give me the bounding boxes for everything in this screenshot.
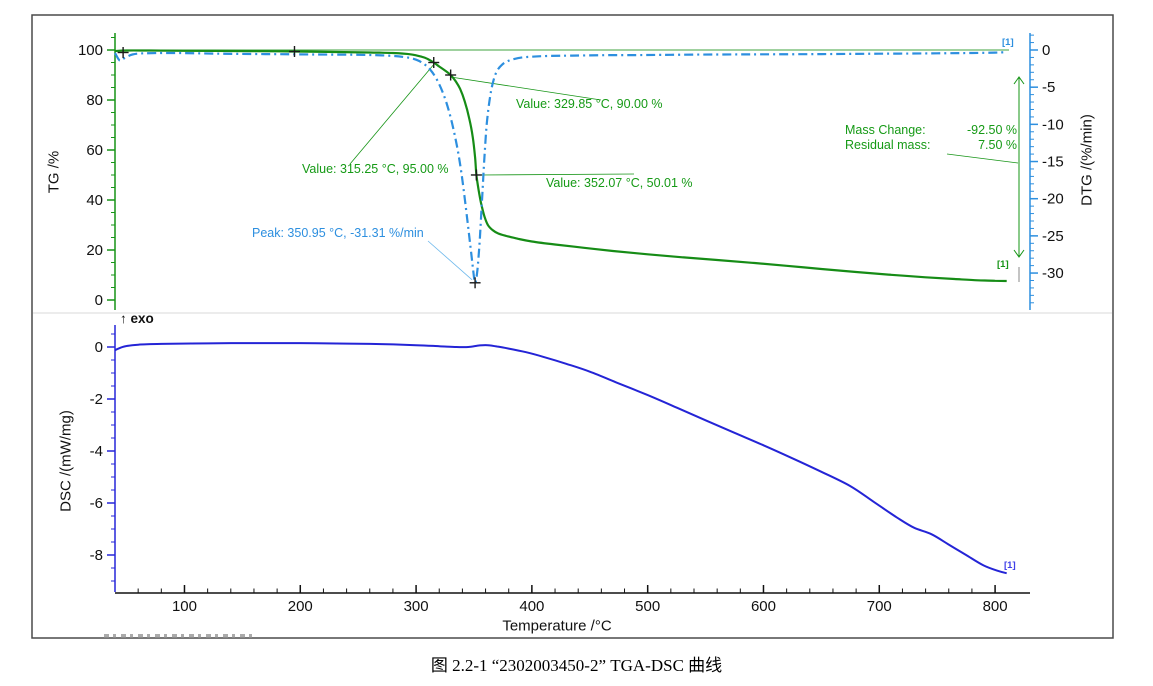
- x-tick-label: 500: [635, 598, 660, 615]
- dtg-axis-title: DTG /(%/min): [1078, 114, 1096, 206]
- x-tick-label: 100: [172, 598, 197, 615]
- bracket-arrow-down: [1013, 249, 1025, 258]
- x-tick-label: 200: [288, 598, 313, 615]
- tg-tick-label: 40: [86, 192, 103, 209]
- tg-curve-tag: [1]: [997, 259, 1009, 270]
- dtg-curve-tag: [1]: [1002, 37, 1014, 48]
- dtg-tick-label: -10: [1042, 116, 1064, 133]
- dtg-tick-label: -30: [1042, 265, 1064, 282]
- dtg-curve: [114, 51, 1005, 284]
- annotation-value-315: Value: 315.25 °C, 95.00 %: [302, 162, 449, 176]
- mass-change-block: Mass Change: -92.50 % Residual mass: 7.5…: [845, 123, 1017, 153]
- dtg-tick-label: -20: [1042, 191, 1064, 208]
- mass-change-label: Mass Change:: [845, 123, 926, 137]
- dsc-tick-label: -8: [90, 547, 103, 564]
- dsc-tick-label: -4: [90, 443, 103, 460]
- annotation-value-329: Value: 329.85 °C, 90.00 %: [516, 97, 663, 111]
- tg-curve: [114, 49, 1007, 283]
- exo-direction-label: ↑ exo: [120, 311, 154, 326]
- leader-value-352: [480, 173, 635, 176]
- leader-value-329: [450, 76, 602, 101]
- dsc-tick-label: -6: [90, 495, 103, 512]
- tg-axis-title: TG /%: [45, 150, 63, 194]
- x-tick-label: 600: [751, 598, 776, 615]
- tg-tick-label: 60: [86, 142, 103, 159]
- plot-frame: [31, 14, 1114, 639]
- tg-tick-label: 0: [95, 292, 103, 309]
- dtg-tick-label: -15: [1042, 154, 1064, 171]
- x-tick-label: 800: [983, 598, 1008, 615]
- x-tick-label: 700: [867, 598, 892, 615]
- mass-change-leader: [946, 153, 1019, 164]
- dtg-tick-label: -25: [1042, 228, 1064, 245]
- tg-tick-label: 20: [86, 242, 103, 259]
- dsc-tick-label: 0: [95, 339, 103, 356]
- residual-mass-value: 7.50 %: [978, 138, 1017, 152]
- dtg-tick-label: -5: [1042, 79, 1055, 96]
- mass-change-row: Mass Change: -92.50 %: [845, 123, 1017, 138]
- dsc-tick-label: -2: [90, 391, 103, 408]
- residual-mass-label: Residual mass:: [845, 138, 931, 152]
- annotation-value-352: Value: 352.07 °C, 50.01 %: [546, 176, 693, 190]
- x-tick-label: 400: [519, 598, 544, 615]
- x-axis-title: Temperature /°C: [502, 617, 612, 635]
- residual-mass-row: Residual mass: 7.50 %: [845, 138, 1017, 153]
- leader-dtg-peak: [427, 240, 473, 281]
- tg-tick-label: 80: [86, 92, 103, 109]
- x-tick-label: 300: [404, 598, 429, 615]
- annotation-dtg-peak: Peak: 350.95 °C, -31.31 %/min: [252, 226, 424, 240]
- leader-value-315: [349, 64, 435, 165]
- dsc-curve-tag: [1]: [1004, 560, 1016, 571]
- clipped-footer-text: [104, 634, 256, 638]
- tg-tick-label: 100: [78, 42, 103, 59]
- figure-caption: 图 2.2-1 “2302003450-2” TGA-DSC 曲线: [430, 656, 723, 675]
- dtg-tick-label: 0: [1042, 42, 1050, 59]
- mass-change-value: -92.50 %: [966, 123, 1017, 137]
- dsc-axis-title: DSC /(mW/mg): [57, 410, 75, 512]
- bracket-arrow-up: [1013, 76, 1025, 85]
- dsc-curve: [114, 342, 1007, 575]
